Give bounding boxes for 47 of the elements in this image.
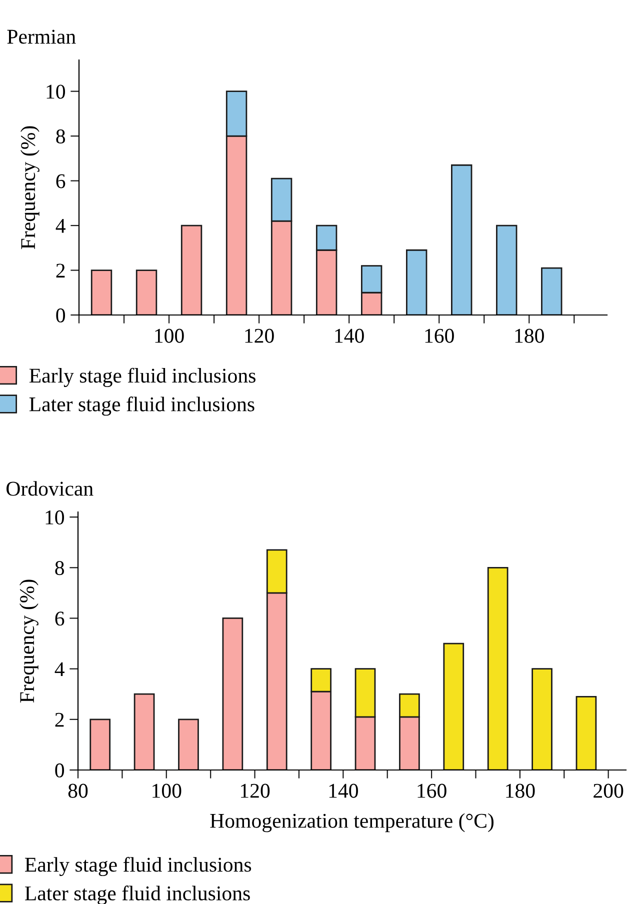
- y-tick-label: 0: [55, 763, 64, 778]
- x-tick-label: 200: [594, 784, 624, 798]
- y-tick-label: 2: [55, 712, 64, 727]
- y-tick-label: 10: [46, 84, 66, 99]
- y-tick-label: 8: [55, 561, 64, 576]
- x-tick-label: 100: [152, 784, 182, 798]
- x-tick-label: 140: [329, 784, 358, 798]
- bar: [222, 618, 244, 770]
- x-tick-label: 180: [506, 784, 535, 798]
- x-tick-label: 100: [155, 328, 184, 343]
- y-axis-title: Frequency (%): [20, 126, 40, 250]
- legend-label: Later stage fluid inclusions: [29, 396, 254, 416]
- x-tick-label: 160: [418, 784, 446, 798]
- bar: [90, 270, 112, 315]
- x-tick-label: 180: [515, 328, 544, 343]
- chart-title: Ordovican: [6, 481, 94, 496]
- x-axis-title: Homogenization temperature (°C): [210, 813, 494, 832]
- bar: [541, 267, 562, 315]
- x-tick-label: 160: [425, 328, 454, 343]
- y-tick-label: 4: [54, 662, 64, 676]
- y-tick-label: 8: [56, 129, 66, 144]
- y-tick-label: 0: [56, 308, 66, 322]
- y-axis-title: Frequency (%): [19, 580, 38, 703]
- chart-title: Permian: [7, 30, 76, 44]
- x-tick-label: 120: [245, 328, 274, 343]
- bar: [90, 718, 111, 770]
- bar: [134, 693, 155, 770]
- bar: [451, 164, 472, 315]
- legend-label: Early stage fluid inclusions: [25, 856, 252, 876]
- bar: [136, 270, 158, 315]
- y-tick-label: 2: [56, 264, 65, 278]
- x-tick-label: 140: [335, 328, 364, 343]
- bar: [487, 566, 508, 770]
- bar: [532, 668, 552, 770]
- bar: [576, 696, 597, 770]
- bar: [496, 224, 518, 315]
- y-tick-label: 4: [56, 219, 66, 233]
- y-tick-label: 6: [55, 612, 64, 626]
- bar: [406, 249, 428, 315]
- y-tick-label: 6: [56, 174, 66, 188]
- bar: [180, 224, 202, 315]
- y-tick-label: 10: [46, 510, 64, 524]
- bar: [443, 642, 464, 770]
- legend-label: Early stage fluid inclusions: [29, 368, 256, 388]
- bar: [178, 718, 199, 770]
- x-tick-label: 120: [240, 784, 270, 798]
- x-tick-label: 80: [68, 784, 88, 798]
